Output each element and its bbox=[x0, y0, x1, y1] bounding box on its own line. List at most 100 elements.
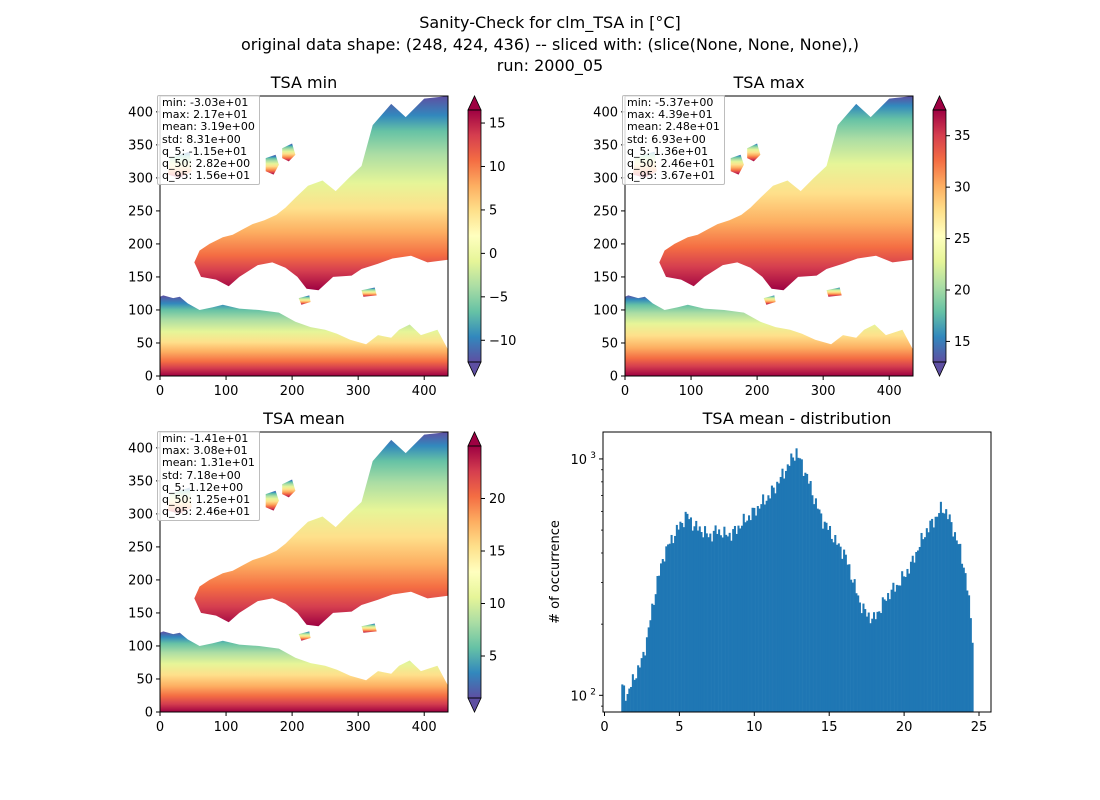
colorbar-tick-label: 10 bbox=[489, 160, 506, 175]
histogram-bar bbox=[890, 589, 893, 712]
colorbar-tick-label: 5 bbox=[489, 650, 497, 665]
histogram-bar bbox=[739, 528, 742, 712]
histogram-bar bbox=[862, 603, 865, 712]
histogram-bar bbox=[821, 528, 824, 712]
y-tick-label: 350 bbox=[593, 138, 618, 153]
histogram-bar bbox=[902, 576, 905, 712]
histogram-bar bbox=[931, 518, 934, 712]
subplot-title: TSA mean - distribution bbox=[702, 409, 892, 428]
x-tick-label: 20 bbox=[896, 720, 913, 735]
histogram-bar bbox=[716, 533, 719, 712]
y-tick-label: 150 bbox=[593, 270, 618, 285]
x-tick-label: 100 bbox=[214, 384, 239, 399]
histogram-bar bbox=[867, 612, 870, 712]
x-tick-label: 100 bbox=[214, 720, 239, 735]
histogram-bar bbox=[677, 529, 680, 712]
histogram-bar bbox=[911, 555, 914, 712]
stat-line: q_5: 1.36e+01 bbox=[627, 144, 709, 158]
y-tick-label: 100 bbox=[593, 303, 618, 318]
histogram-bar bbox=[656, 576, 659, 712]
figure-title-line-3: run: 2000_05 bbox=[496, 56, 604, 75]
histogram-bar bbox=[834, 535, 837, 712]
histogram-bar bbox=[661, 559, 664, 712]
histogram-bar bbox=[735, 533, 738, 712]
histogram-bar bbox=[630, 686, 633, 712]
colorbar-tick-label: 15 bbox=[954, 335, 971, 350]
histogram-bar bbox=[711, 541, 714, 712]
histogram-bar bbox=[848, 564, 851, 712]
histogram-bar bbox=[770, 485, 773, 712]
x-tick-label: 100 bbox=[679, 384, 704, 399]
y-tick-exponent: 3 bbox=[590, 451, 596, 461]
y-tick-label: 200 bbox=[128, 237, 153, 252]
y-tick-label: 250 bbox=[593, 204, 618, 219]
histogram-bar bbox=[874, 619, 877, 712]
histogram-bar bbox=[723, 526, 726, 712]
histogram-bar bbox=[633, 679, 636, 712]
histogram-bar bbox=[744, 522, 747, 712]
histogram-bar bbox=[795, 448, 798, 712]
histogram-bar bbox=[777, 483, 780, 712]
histogram-bar bbox=[737, 525, 740, 712]
histogram-bar bbox=[948, 514, 951, 712]
histogram-bar bbox=[728, 532, 731, 712]
y-tick-label: 350 bbox=[128, 474, 153, 489]
histogram-bar bbox=[793, 460, 796, 712]
colorbar-extend-min bbox=[467, 697, 482, 713]
colorbar-tick-label: 15 bbox=[489, 545, 506, 560]
histogram-bar bbox=[760, 504, 763, 712]
y-tick-label: 100 bbox=[128, 303, 153, 318]
stats-box-mean: min: -1.41e+01 max: 3.08e+01 mean: 1.31e… bbox=[157, 431, 260, 522]
histogram-bar bbox=[668, 543, 671, 712]
histogram-bar bbox=[952, 536, 955, 712]
histogram-bar bbox=[774, 493, 777, 712]
stat-line: std: 8.31e+00 bbox=[162, 132, 241, 146]
island bbox=[265, 490, 279, 511]
stat-line: q_50: 1.25e+01 bbox=[162, 493, 251, 507]
histogram-bar bbox=[756, 506, 759, 712]
histogram-bar bbox=[802, 475, 805, 712]
island bbox=[298, 295, 311, 305]
histogram-bar bbox=[869, 623, 872, 712]
histogram-bar bbox=[693, 526, 696, 712]
histogram-bar bbox=[830, 538, 833, 712]
histogram-bar bbox=[913, 562, 916, 712]
x-tick-label: 0 bbox=[621, 384, 629, 399]
histogram-bar bbox=[888, 599, 891, 712]
y-tick-label: 350 bbox=[128, 138, 153, 153]
histogram-bar bbox=[624, 700, 627, 712]
histogram-bar bbox=[880, 613, 883, 712]
histogram-bar bbox=[813, 504, 816, 712]
histogram-bar bbox=[961, 563, 964, 712]
land-south bbox=[625, 295, 913, 376]
x-tick-label: 0 bbox=[156, 384, 164, 399]
histogram-bar bbox=[765, 500, 768, 712]
histogram-bar bbox=[809, 481, 812, 712]
histogram-bar bbox=[721, 537, 724, 712]
y-tick-label: 10 bbox=[570, 689, 587, 704]
histogram-bar bbox=[788, 465, 791, 712]
y-tick-label: 200 bbox=[593, 237, 618, 252]
histogram-bar bbox=[689, 517, 692, 712]
colorbar-tick-label: 30 bbox=[954, 181, 971, 196]
histogram-bar bbox=[968, 595, 971, 712]
histogram-bar bbox=[865, 616, 869, 712]
axes-frame bbox=[602, 431, 992, 713]
histogram-bar bbox=[871, 618, 874, 712]
histogram-bar bbox=[638, 667, 641, 712]
y-tick-label: 300 bbox=[128, 171, 153, 186]
histogram-bar bbox=[828, 525, 832, 712]
colorbar bbox=[933, 110, 946, 362]
x-tick-label: 200 bbox=[280, 720, 305, 735]
histogram-bar bbox=[733, 525, 736, 712]
histogram-bar bbox=[945, 509, 948, 712]
colorbar-extend-min bbox=[932, 361, 947, 377]
colorbar bbox=[468, 446, 481, 698]
histogram-bar bbox=[781, 468, 784, 712]
histogram-bar bbox=[846, 564, 849, 712]
y-tick-label: 400 bbox=[128, 105, 153, 120]
colorbar-tick-label: 10 bbox=[489, 597, 506, 612]
histogram-bar bbox=[714, 525, 717, 712]
histogram-bar bbox=[776, 481, 779, 712]
colorbar-frame bbox=[467, 109, 482, 363]
